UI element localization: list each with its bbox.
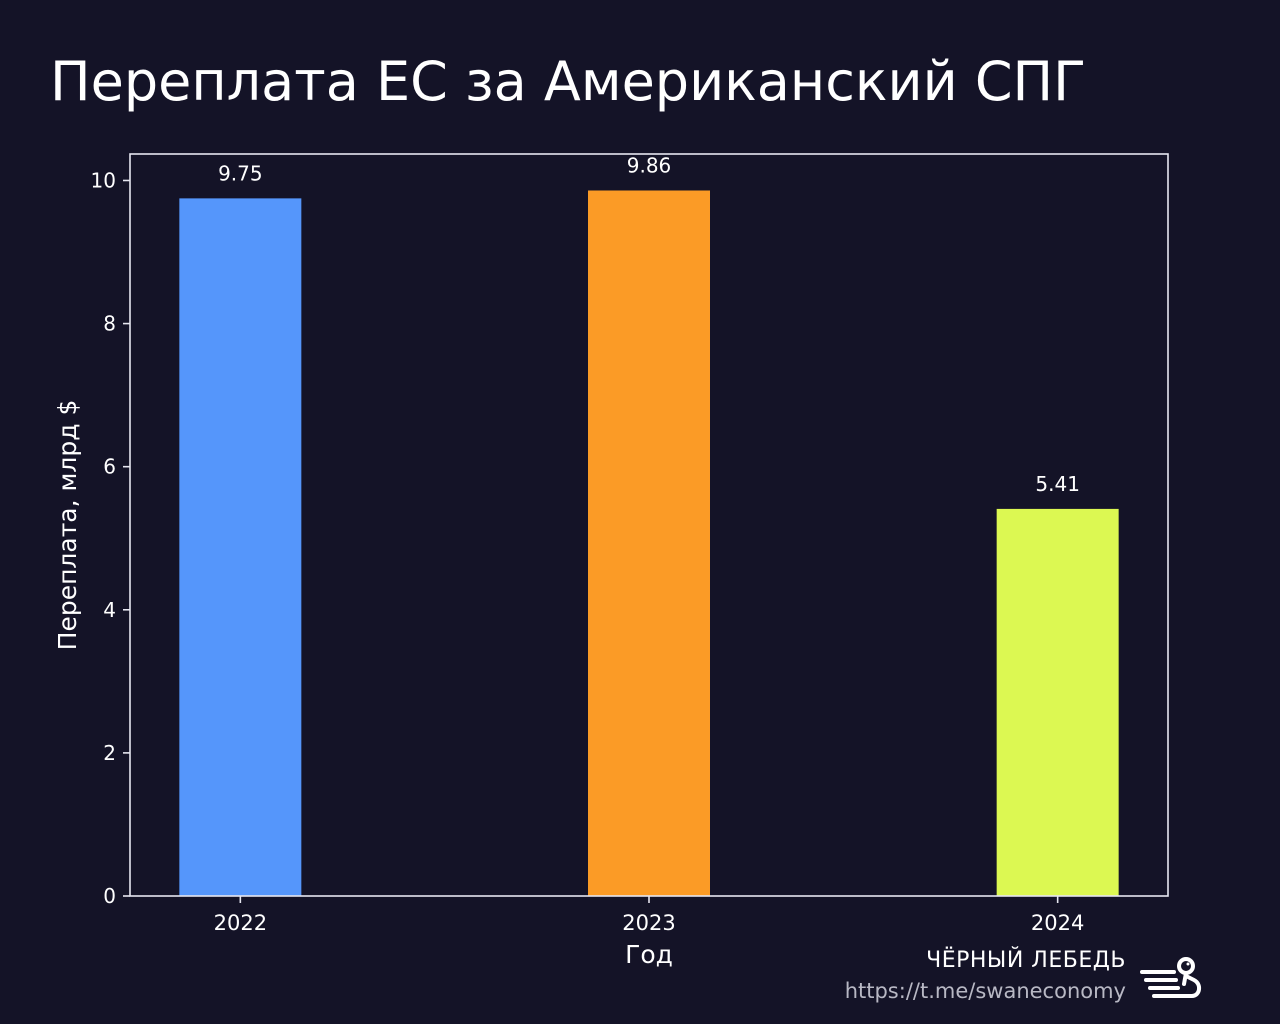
x-axis-label: Год (625, 940, 673, 969)
swan-logo-icon (1140, 957, 1201, 998)
page-title: Переплата ЕС за Американский СПГ (50, 50, 1087, 113)
bar-2023 (588, 190, 710, 896)
x-tick-label: 2023 (622, 911, 675, 935)
brand-name: ЧЁРНЫЙ ЛЕБЕДЬ (926, 948, 1126, 973)
brand-block: ЧЁРНЫЙ ЛЕБЕДЬ https://t.me/swaneconomy (845, 948, 1126, 1003)
y-axis-label: Переплата, млрд $ (53, 400, 82, 651)
bar-value-label: 9.75 (218, 161, 263, 185)
y-tick-label: 0 (103, 884, 116, 908)
x-tick-label: 2024 (1031, 911, 1084, 935)
y-tick-label: 10 (91, 168, 116, 192)
bar-2022 (179, 198, 302, 897)
bar-value-label: 5.41 (1035, 472, 1080, 496)
x-tick-label: 2022 (214, 911, 267, 935)
brand-url[interactable]: https://t.me/swaneconomy (844, 979, 1126, 1003)
y-tick-label: 4 (103, 598, 116, 622)
bar-2024 (996, 508, 1119, 896)
bar-value-label: 9.86 (627, 153, 672, 177)
y-tick-label: 6 (103, 455, 116, 479)
y-tick-label: 8 (103, 312, 116, 336)
y-tick-label: 2 (103, 741, 116, 765)
